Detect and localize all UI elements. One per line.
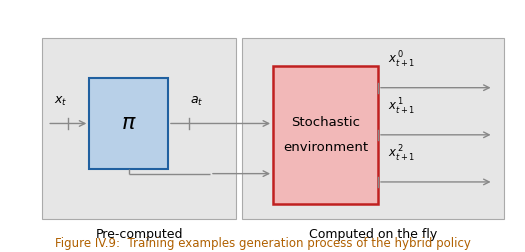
FancyBboxPatch shape: [273, 66, 378, 204]
Text: $x_t$: $x_t$: [54, 95, 67, 108]
Text: $x_{t+1}^{\,2}$: $x_{t+1}^{\,2}$: [388, 144, 415, 164]
FancyBboxPatch shape: [89, 78, 168, 169]
FancyBboxPatch shape: [242, 38, 504, 219]
FancyBboxPatch shape: [42, 38, 236, 219]
Text: environment: environment: [283, 141, 368, 154]
Text: Computed on the fly: Computed on the fly: [309, 228, 437, 241]
Text: Stochastic: Stochastic: [291, 116, 360, 129]
Text: Pre-computed: Pre-computed: [96, 228, 183, 241]
Text: Figure IV.9:  Training examples generation process of the hybrid policy: Figure IV.9: Training examples generatio…: [55, 237, 470, 250]
Text: $x_{t+1}^{\,0}$: $x_{t+1}^{\,0}$: [388, 50, 415, 70]
Text: $\pi$: $\pi$: [121, 112, 136, 135]
Text: $a_t$: $a_t$: [190, 95, 204, 108]
Text: $x_{t+1}^{\,1}$: $x_{t+1}^{\,1}$: [388, 97, 415, 117]
